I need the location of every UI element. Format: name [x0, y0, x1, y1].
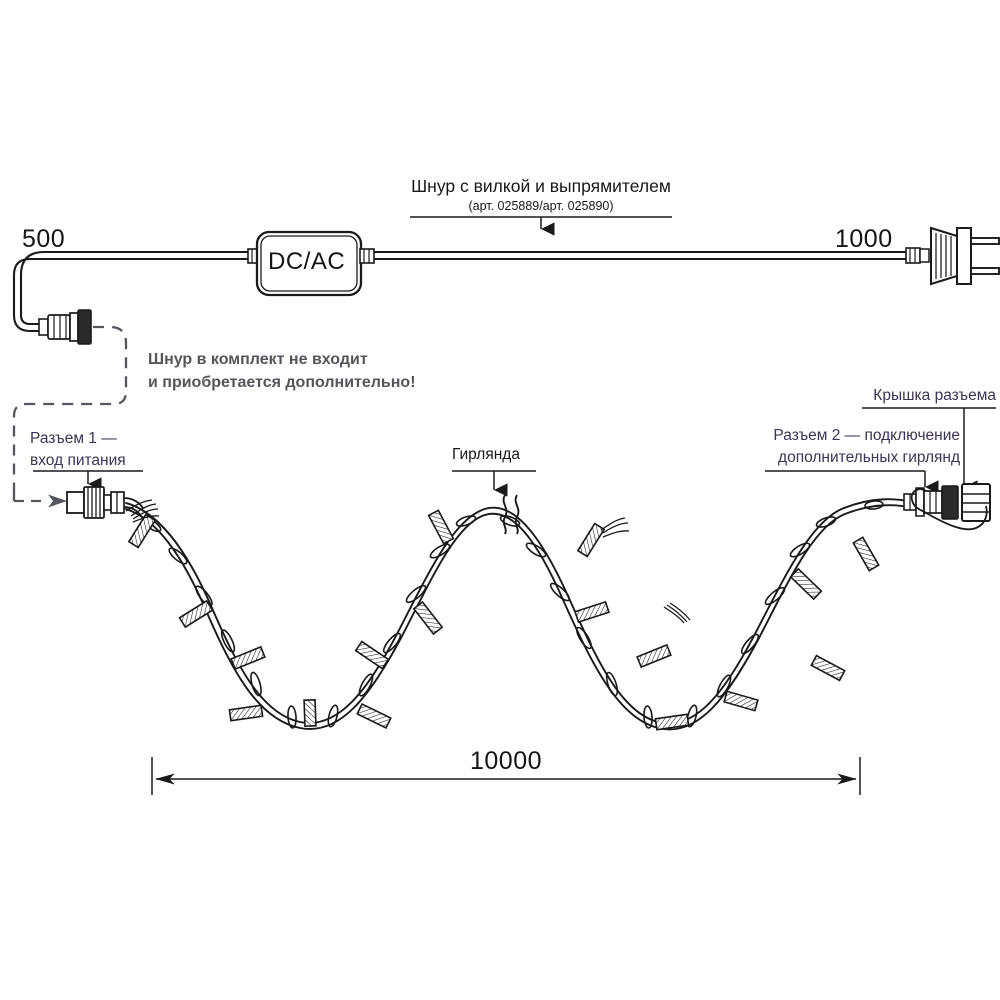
dimension-label-10000: 10000 — [469, 747, 543, 775]
mains-plug — [905, 226, 1000, 286]
garland-break-symbol — [502, 494, 520, 535]
garland-label: Гирлянда — [452, 446, 520, 463]
cord-article-label: (арт. 025889/арт. 025890) — [468, 199, 614, 213]
dimension-10000 — [151, 757, 861, 795]
callout-connector-2 — [765, 470, 939, 494]
garland-connector-1-stub — [123, 497, 144, 517]
connector-cap-label: Крышка разъема — [873, 387, 996, 404]
not-included-line-1: Шнур в комплект не входит — [148, 351, 368, 368]
adapter-body — [247, 230, 375, 297]
mains-cord-left — [12, 250, 248, 333]
garland-led-tails — [125, 499, 691, 624]
dimension-label-1000: 1000 — [835, 225, 893, 253]
dimension-label-500: 500 — [22, 225, 66, 253]
connector-1-label-line-2: вход питания — [30, 452, 126, 469]
connector-2-label-line-2: дополнительных гирлянд — [778, 449, 960, 466]
callout-garland — [452, 470, 536, 497]
garland-twists — [142, 500, 884, 729]
cord-title-label: Шнур с вилкой и выпрямителем — [411, 176, 671, 196]
mains-cord-right — [374, 250, 906, 261]
callout-cord — [410, 216, 672, 236]
garland-connector-2 — [903, 483, 991, 531]
garland-connector-1 — [66, 486, 125, 519]
optional-cord-path — [12, 325, 128, 487]
connector-1-label-line-1: Разъем 1 — — [30, 430, 117, 447]
optional-cord-arrow — [12, 487, 67, 508]
garland-leds — [127, 509, 880, 731]
adapter-label: DC/AC — [268, 248, 346, 275]
garland-string — [125, 498, 913, 731]
callout-connector-1 — [33, 470, 143, 491]
not-included-line-2: и приобретается дополнительно! — [148, 374, 416, 391]
callout-connector-cap — [862, 407, 996, 494]
barrel-connector-cord-end — [38, 309, 92, 345]
connector-2-label-line-1: Разъем 2 — подключение — [773, 427, 960, 444]
